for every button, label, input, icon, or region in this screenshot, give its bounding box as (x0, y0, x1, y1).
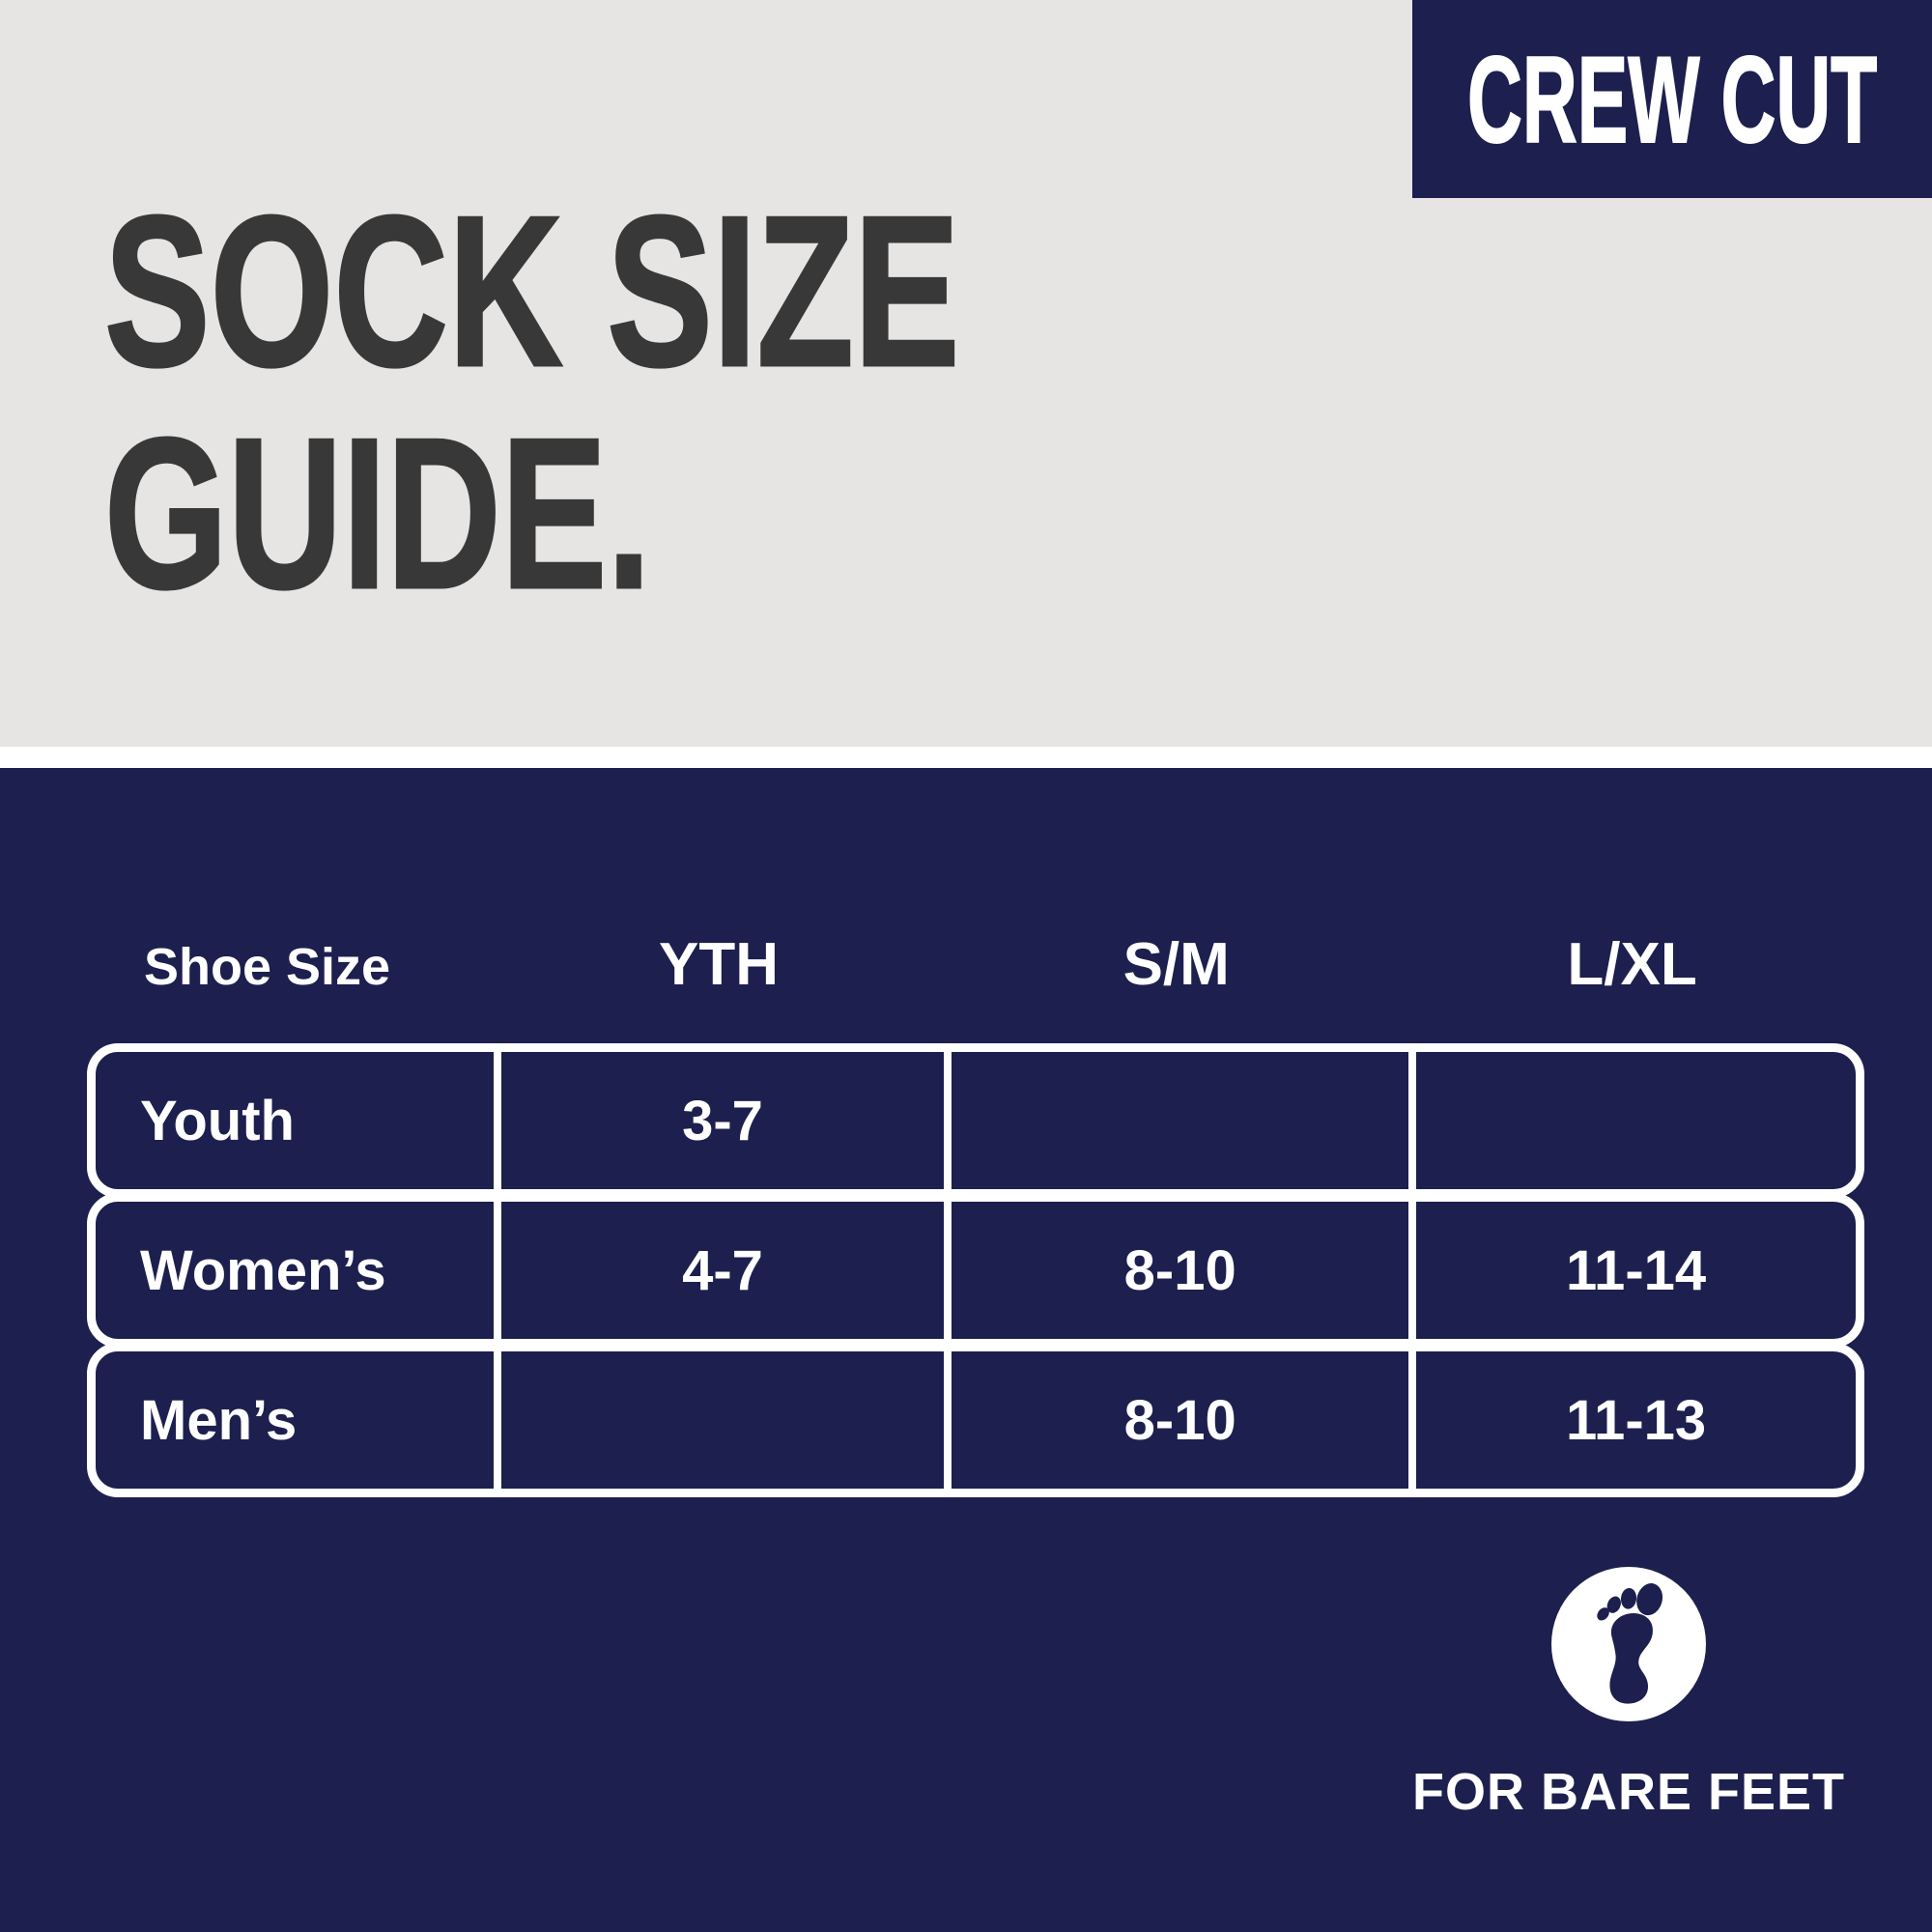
table-row-mens: Men’s 8-10 11-13 (87, 1343, 1864, 1497)
cell-youth-yth: 3-7 (493, 1052, 944, 1189)
page-title-line2: GUIDE. (103, 394, 652, 634)
brand-logo: FOR BARE FEET (1412, 1567, 1844, 1822)
size-table: Youth 3-7 Women’s 4-7 8-10 11-14 Men’s 8… (87, 1043, 1864, 1497)
table-header-row: Shoe Size YTH S/M L/XL (87, 930, 1864, 999)
brand-name: FOR BARE FEET (1412, 1763, 1846, 1821)
page-title-line1: SOCK SIZE (103, 172, 961, 412)
column-header-yth: YTH (658, 931, 779, 998)
cell-womens-sm: 8-10 (944, 1202, 1408, 1339)
divider-stripe (0, 747, 1932, 768)
row-label: Youth (140, 1089, 295, 1152)
column-header-shoe-size: Shoe Size (144, 938, 391, 996)
cell-womens-lxl: 11-14 (1408, 1202, 1856, 1339)
row-label: Women’s (140, 1238, 386, 1302)
column-header-lxl: L/XL (1567, 931, 1697, 998)
size-chart-section: Shoe Size YTH S/M L/XL Youth 3-7 Women’s… (0, 768, 1932, 1932)
footprint-icon (1551, 1567, 1706, 1721)
table-row-womens: Women’s 4-7 8-10 11-14 (87, 1193, 1864, 1348)
cell-mens-sm: 8-10 (944, 1351, 1408, 1489)
table-row-youth: Youth 3-7 (87, 1043, 1864, 1198)
cell-womens-yth: 4-7 (493, 1202, 944, 1339)
cell-mens-yth (493, 1351, 944, 1489)
row-label: Men’s (140, 1388, 298, 1452)
page-title: SOCK SIZE GUIDE. (103, 172, 1261, 634)
badge-label: CREW CUT (1466, 30, 1878, 169)
cell-mens-lxl: 11-13 (1408, 1351, 1856, 1489)
cell-youth-sm (944, 1052, 1408, 1189)
crew-cut-badge: CREW CUT (1412, 0, 1932, 198)
cell-youth-lxl (1408, 1052, 1856, 1189)
column-header-sm: S/M (1122, 931, 1230, 998)
